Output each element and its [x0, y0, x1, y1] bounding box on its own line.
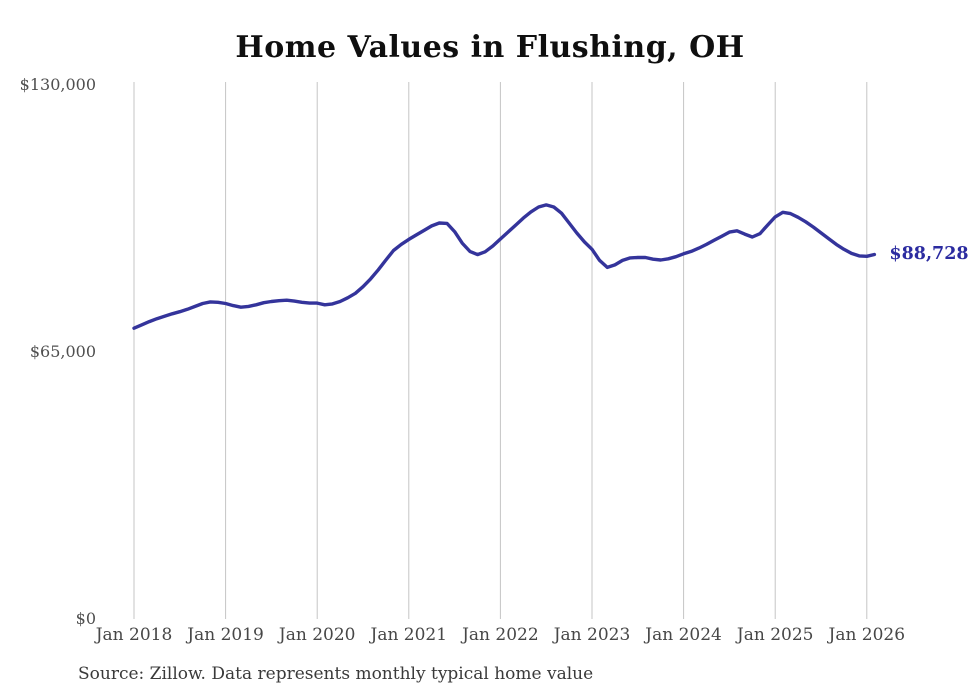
x-axis-label: Jan 2019 — [187, 625, 264, 645]
x-axis-label: Jan 2026 — [828, 625, 906, 645]
gridlines-group — [133, 82, 868, 619]
x-axis-label: Jan 2021 — [370, 625, 448, 645]
x-axis-label: Jan 2024 — [645, 625, 722, 645]
x-axis-label: Jan 2023 — [553, 625, 631, 645]
source-note: Source: Zillow. Data represents monthly … — [78, 664, 594, 684]
x-axis-label: Jan 2018 — [95, 625, 173, 645]
y-axis-label: $65,000 — [29, 342, 96, 361]
y-axis-label: $130,000 — [19, 75, 96, 94]
chart-title: Home Values in Flushing, OH — [235, 30, 745, 65]
x-axis-label: Jan 2022 — [462, 625, 539, 645]
x-axis-label: Jan 2025 — [736, 625, 814, 645]
home-values-line — [132, 203, 877, 330]
end-value-label: $88,728 — [889, 243, 969, 264]
x-axis-label: Jan 2020 — [278, 625, 356, 645]
y-axis-label: $0 — [75, 609, 96, 628]
